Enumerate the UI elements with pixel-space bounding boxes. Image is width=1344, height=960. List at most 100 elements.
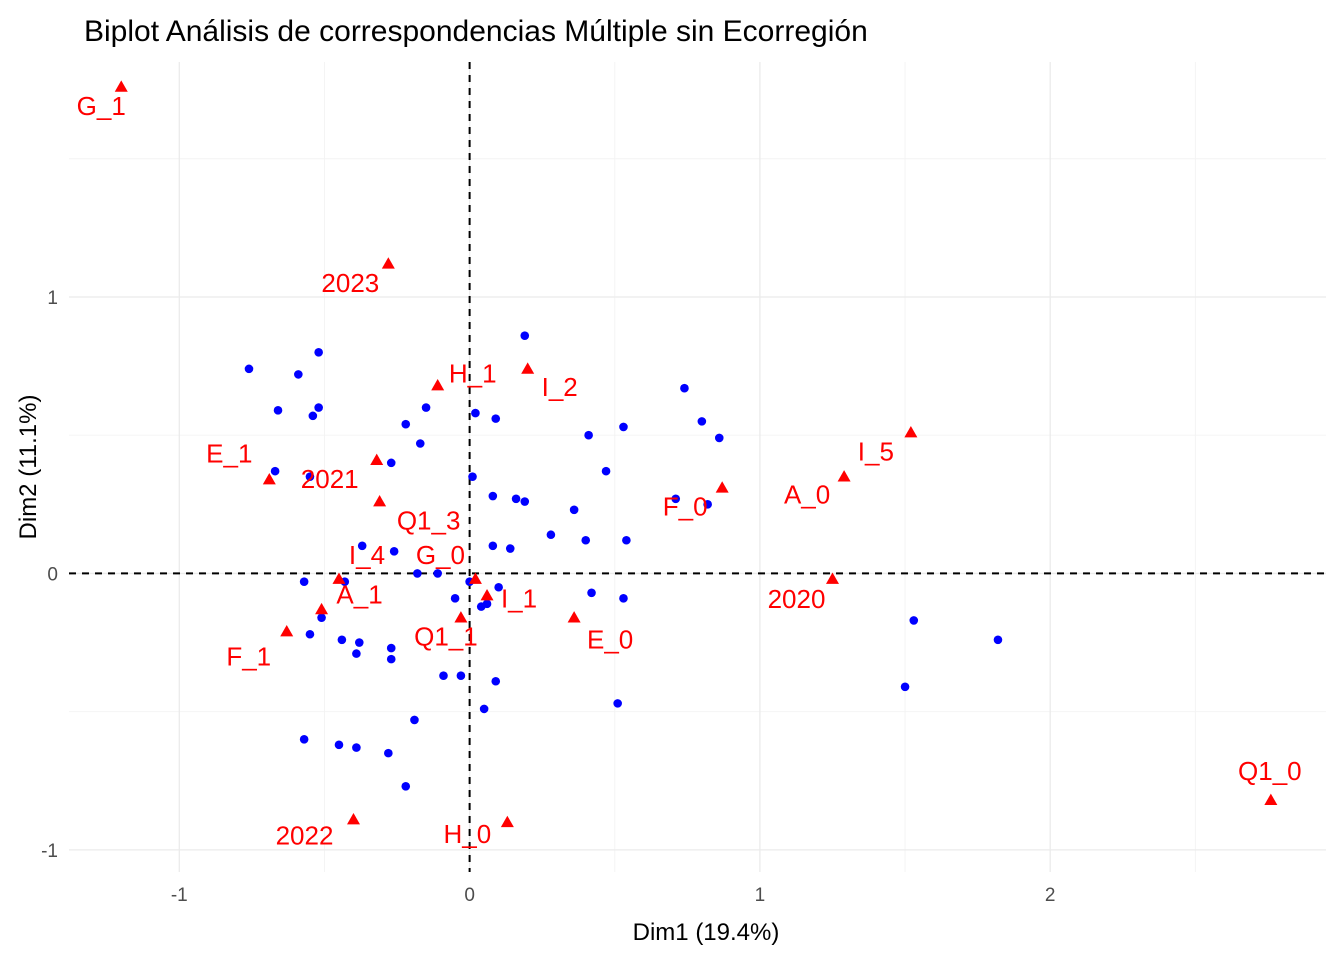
individual-point (622, 535, 631, 545)
individual-point (714, 433, 724, 443)
individual-point (488, 491, 498, 501)
individual-point (900, 682, 910, 692)
individual-point (680, 383, 689, 393)
category-triangle (262, 472, 276, 485)
y-axis-title: Dim2 (11.1%) (15, 395, 42, 540)
individual-point (479, 704, 489, 714)
individual-point (305, 472, 315, 481)
individual-point (993, 635, 1003, 645)
category-label: G_0 (416, 540, 465, 570)
individual-point (410, 715, 419, 725)
y-tick-label: -1 (41, 841, 58, 862)
x-tick-label: 1 (755, 885, 766, 906)
individual-point (450, 594, 460, 603)
category-triangle (837, 470, 851, 482)
x-tick-label: 2 (1045, 885, 1056, 906)
individual-point (439, 671, 448, 681)
x-axis-title: Dim1 (19.4%) (633, 919, 780, 946)
category-label: Q1_0 (1238, 756, 1302, 786)
category-triangle (381, 257, 395, 269)
individual-point (613, 699, 622, 708)
individual-point (619, 422, 628, 432)
individual-point (386, 643, 396, 653)
reference-lines (69, 62, 1326, 872)
individual-point (299, 735, 309, 744)
category-triangle (480, 589, 494, 601)
individual-point (505, 544, 515, 553)
individual-point (305, 629, 315, 639)
individual-point (386, 654, 396, 664)
category-triangle (315, 602, 329, 615)
category-label: 2022 (276, 820, 334, 850)
category-triangle (468, 572, 482, 584)
individual-point (511, 494, 521, 504)
individual-point (456, 671, 466, 681)
x-tick-label: 0 (464, 885, 475, 906)
category-triangle (280, 624, 294, 637)
category-label: I_4 (349, 540, 385, 570)
individual-points (244, 331, 1003, 791)
category-triangle (567, 611, 581, 623)
individual-point (314, 403, 323, 412)
individual-point (352, 649, 361, 658)
individual-point (587, 588, 596, 598)
individual-point (308, 411, 318, 421)
individual-point (413, 569, 422, 578)
axis-ticks: -1 0 1 2 -1 0 1 (41, 288, 1055, 906)
individual-point (337, 635, 347, 645)
individual-point (494, 582, 503, 592)
individual-point (421, 403, 431, 412)
category-triangle (114, 80, 128, 92)
category-triangle (373, 495, 387, 507)
individual-point (294, 370, 303, 379)
category-label: G_1 (77, 91, 126, 121)
category-triangle (370, 453, 384, 465)
category-label: H_1 (449, 358, 497, 388)
individual-point (433, 569, 442, 578)
individual-point (671, 494, 681, 504)
individual-point (488, 541, 498, 551)
y-tick-label: 0 (47, 564, 58, 585)
individual-point (569, 505, 579, 515)
category-label: 2023 (321, 268, 379, 298)
category-label: Q1_1 (414, 622, 478, 652)
category-label: I_1 (501, 584, 537, 614)
individual-point (584, 430, 593, 440)
individual-point (270, 466, 280, 476)
chart-title: Biplot Análisis de correspondencias Múlt… (84, 15, 868, 48)
individual-point (244, 364, 254, 374)
category-triangle (715, 481, 729, 493)
individual-point (357, 541, 367, 551)
category-triangle (332, 572, 346, 584)
category-label: A_1 (336, 579, 382, 609)
individual-point (415, 439, 425, 448)
category-label: F_1 (226, 641, 271, 671)
category-triangle (500, 815, 514, 828)
individual-point (520, 497, 530, 506)
category-label: E_1 (206, 438, 252, 468)
category-label: E_0 (587, 625, 633, 655)
category-label: I_2 (542, 372, 578, 402)
individual-point (697, 417, 707, 426)
individual-point (619, 594, 628, 603)
individual-point (273, 406, 283, 415)
individual-point (386, 458, 396, 468)
individual-point (355, 638, 364, 647)
individual-point (471, 408, 480, 418)
individual-point (491, 414, 501, 423)
individual-point (601, 466, 611, 476)
category-triangle (454, 611, 468, 623)
individual-point (546, 530, 556, 540)
category-triangle (825, 572, 839, 584)
individual-point (334, 740, 344, 750)
individual-point (384, 748, 393, 758)
individual-point (299, 577, 309, 587)
category-label: 2021 (301, 464, 359, 494)
category-label: Q1_3 (397, 506, 461, 536)
individual-point (909, 616, 919, 625)
category-labels: G_1 2023 H_1 I_2 I_5 E_1 2021 Q1_3 A_0 F_0 I_4 G_0 2… (77, 91, 1302, 851)
individual-point (314, 347, 323, 357)
individual-point (491, 676, 501, 686)
